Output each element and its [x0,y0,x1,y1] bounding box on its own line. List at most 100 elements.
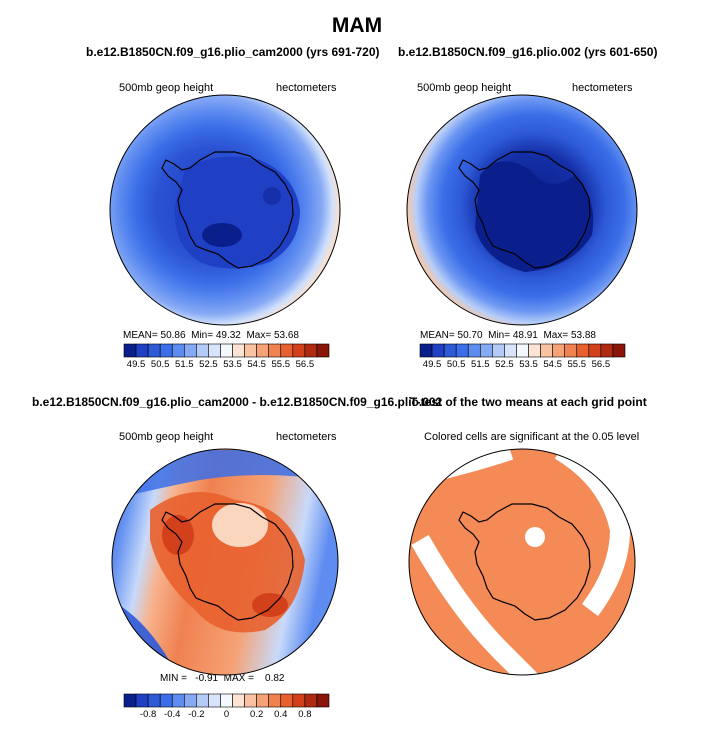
panel2-map [406,94,638,326]
colorbar2-tick-label: 49.5 [422,359,442,370]
panel1-units-label: hectometers [276,82,337,94]
colorbar-swatch [467,343,481,358]
colorbar2-tick-label: 51.5 [471,359,490,370]
colorbar-swatch [135,693,149,708]
panel3-title: b.e12.B1850CN.f09_g16.plio_cam2000 - b.e… [32,395,443,409]
colorbar-swatch [576,343,590,358]
panel4-significance-label: Colored cells are significant at the 0.0… [424,431,640,443]
colorbar1-tick-label: 49.5 [126,359,146,370]
panel3-units-label: hectometers [276,431,337,443]
panel1-antarctica-outline [161,151,294,269]
panel2-title: b.e12.B1850CN.f09_g16.plio.002 (yrs 601-… [398,45,658,59]
colorbar3-tick-label: 0.8 [298,709,312,720]
panel3-antarctica-outline [161,503,294,621]
colorbar-swatch [419,343,433,358]
panel3-stats: MIN = -0.91 MAX = 0.82 [160,673,285,684]
panel4-map [408,448,636,676]
colorbar-swatch [123,343,137,358]
colorbar1-tick-label: 52.5 [199,359,218,370]
panel2-variable-label: 500mb geop height [417,82,512,94]
colorbar-swatch [208,693,221,708]
colorbar1 [123,343,330,358]
colorbar-swatch [171,343,185,358]
colorbar3-tick-label: -0.8 [139,709,157,720]
colorbar2-tick-label: 55.5 [567,359,587,370]
colorbar-swatch [196,693,209,708]
colorbar-swatch [256,343,270,358]
colorbar1-tick-label: 54.5 [247,359,266,370]
colorbar-swatch [443,343,457,358]
panel1-mean-label: MEAN= [123,330,158,341]
panel1-max-value: 53.68 [273,330,299,341]
colorbar-swatch [600,343,614,358]
colorbar-swatch [304,693,318,708]
colorbar-swatch [280,343,294,358]
colorbar-swatch [123,693,137,708]
panel1-mean-value: 50.86 [160,330,186,341]
colorbar3-tick-label: 0.4 [274,709,288,720]
panel2-stats: MEAN= 50.70 Min= 48.91 Max= 53.88 [420,330,596,341]
colorbar-swatch [564,343,578,358]
panel1-stats: MEAN= 50.86 Min= 49.32 Max= 53.68 [123,330,299,341]
colorbar-swatch [232,693,245,708]
panel1-variable-label: 500mb geop height [119,82,214,94]
colorbar1-tick-label: 50.5 [150,359,170,370]
colorbar-swatch [552,343,566,358]
panel1-title: b.e12.B1850CN.f09_g16.plio_cam2000 (yrs … [86,45,380,59]
panel2-max-value: 53.88 [570,330,596,341]
colorbar-swatch [220,693,233,708]
colorbar1-tick-label: 56.5 [295,359,315,370]
colorbar-swatch [304,343,318,358]
colorbar-swatch [135,343,149,358]
colorbar2-tick-label: 50.5 [446,359,466,370]
colorbar-swatch [256,693,270,708]
panel2-units-label: hectometers [572,82,633,94]
panel1-map [109,94,341,326]
panel2-max-label: Max= [543,330,569,341]
colorbar-swatch [244,693,257,708]
colorbar-swatch [268,343,282,358]
colorbar-swatch [159,343,173,358]
colorbar-swatch [528,343,541,358]
colorbar-swatch [516,343,529,358]
colorbar-swatch [183,343,197,358]
colorbar1-tick-label: 51.5 [175,359,194,370]
colorbar2 [419,343,626,358]
panel4-antarctica-outline [458,503,591,621]
colorbar1-tick-label: 53.5 [223,359,242,370]
panel3-variable-label: 500mb geop height [119,431,214,443]
panel2-min-label: Min= [488,330,511,341]
colorbar-swatch [492,343,505,358]
colorbar-swatch [159,693,173,708]
colorbar-swatch [540,343,553,358]
colorbar-swatch [268,693,282,708]
panel2-mean-label: MEAN= [420,330,455,341]
colorbar3-tick-label: -0.2 [188,709,205,720]
colorbar-swatch [479,343,493,358]
colorbar2-tick-label: 54.5 [543,359,562,370]
colorbar-swatch [292,343,306,358]
colorbar3 [123,693,330,708]
colorbar-swatch [183,693,197,708]
panel2-min-value: 48.91 [512,330,538,341]
colorbar-swatch [588,343,602,358]
panel1-min-value: 49.32 [215,330,241,341]
colorbar-swatch [612,343,626,358]
colorbar-swatch [316,343,330,358]
colorbar-swatch [244,343,257,358]
panel1-max-label: Max= [246,330,272,341]
colorbar-swatch [280,693,294,708]
panel2-antarctica-outline [458,151,591,269]
colorbar-swatch [208,343,221,358]
colorbar-swatch [504,343,517,358]
colorbar2-tick-label: 56.5 [591,359,611,370]
colorbar-swatch [431,343,445,358]
colorbar-swatch [232,343,245,358]
panel1-min-label: Min= [191,330,214,341]
colorbar2-tick-label: 53.5 [519,359,538,370]
colorbar3-tick-label: 0.2 [250,709,264,720]
colorbar3-tick-label: 0 [223,709,230,720]
colorbar-swatch [171,693,185,708]
colorbar1-tick-label: 55.5 [271,359,291,370]
